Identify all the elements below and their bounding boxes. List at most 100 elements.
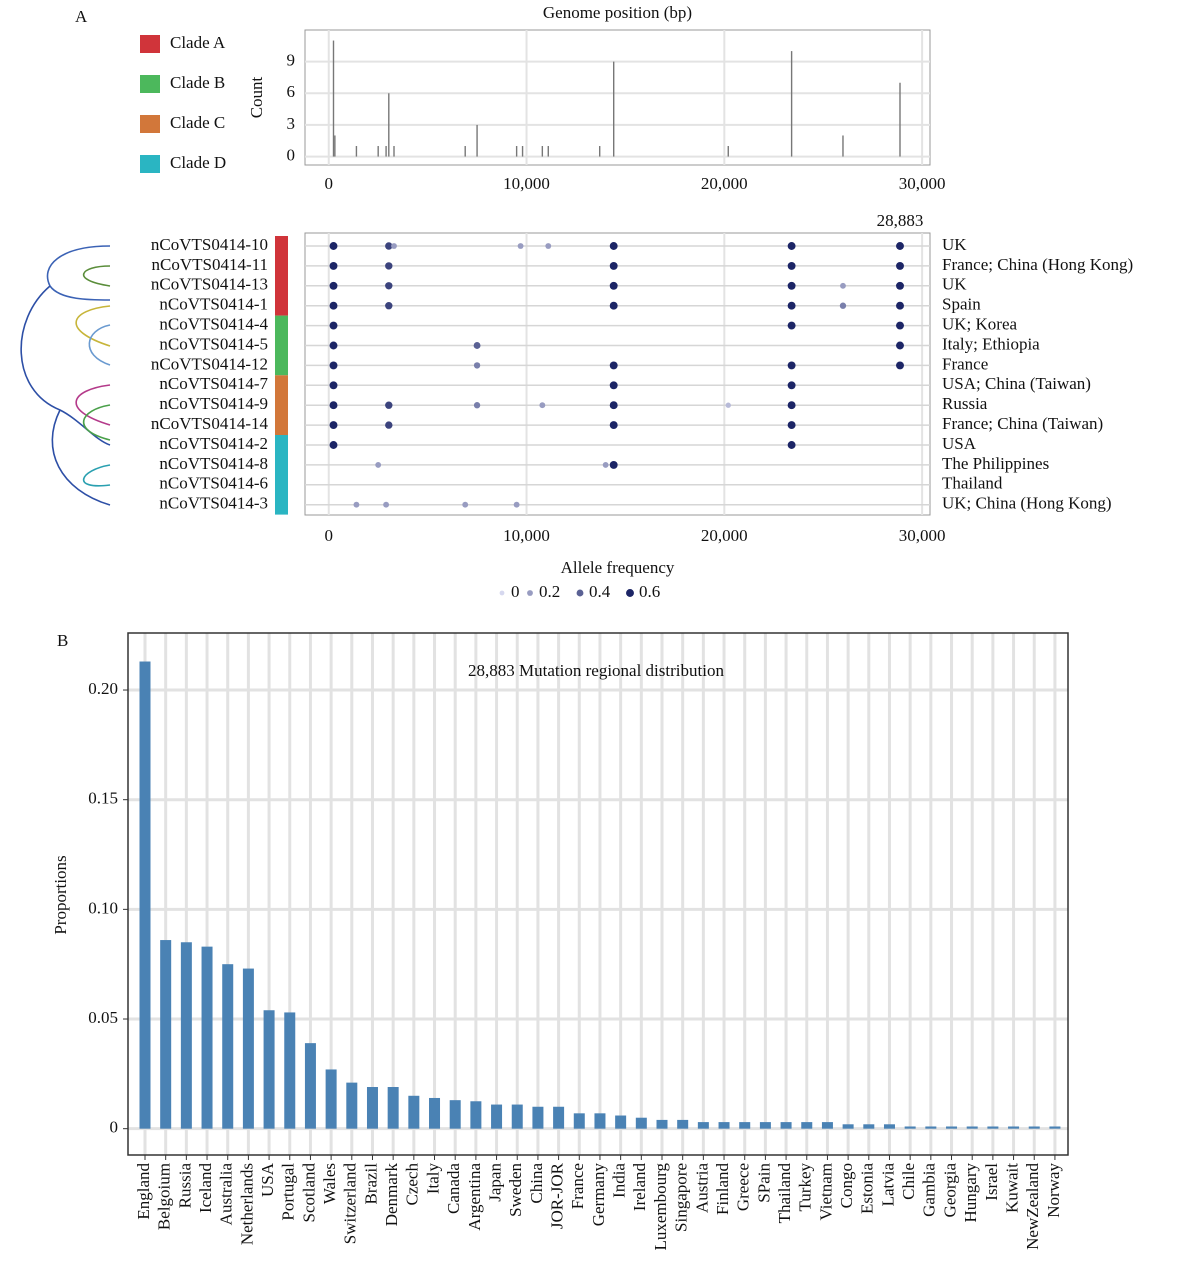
y-tick-label: 0 bbox=[110, 1118, 119, 1137]
chart-title: 28,883 Mutation regional distribution bbox=[468, 661, 724, 680]
allele-dot bbox=[840, 282, 846, 289]
bar bbox=[946, 1126, 958, 1129]
sample-label: nCoVTS0414-8 bbox=[159, 454, 268, 473]
allele-dot bbox=[896, 281, 904, 290]
legend-dot bbox=[499, 590, 505, 596]
x-tick-label: Finland bbox=[713, 1163, 732, 1215]
x-tick-label: Thailand bbox=[775, 1163, 794, 1224]
bar bbox=[160, 940, 172, 1129]
bar bbox=[470, 1101, 482, 1129]
x-tick-label: Vietnam bbox=[816, 1163, 835, 1221]
x-tick-label: Denmark bbox=[382, 1163, 401, 1227]
x-tick-label: JOR-JOR bbox=[548, 1162, 567, 1229]
x-tick-label: SPain bbox=[754, 1163, 773, 1203]
x-tick-label: Italy bbox=[423, 1163, 442, 1195]
y-tick-label: 0.10 bbox=[88, 898, 118, 917]
x-tick-label: Ireland bbox=[630, 1163, 649, 1212]
x-tick-label: 0 bbox=[324, 526, 333, 545]
x-tick-label: Latvia bbox=[878, 1163, 897, 1207]
bar bbox=[449, 1100, 461, 1129]
legend-value: 0.2 bbox=[539, 582, 560, 601]
bar bbox=[842, 1124, 854, 1129]
sample-label: nCoVTS0414-11 bbox=[152, 255, 269, 274]
x-tick-label: Norway bbox=[1044, 1163, 1063, 1218]
allele-dot bbox=[609, 301, 618, 310]
bar bbox=[263, 1010, 275, 1129]
bar bbox=[863, 1124, 875, 1129]
sample-label: nCoVTS0414-7 bbox=[159, 374, 268, 393]
tree-branch bbox=[75, 384, 111, 426]
allele-dot bbox=[787, 321, 796, 330]
x-tick-label: 20,000 bbox=[701, 526, 748, 545]
allele-dot bbox=[329, 321, 338, 330]
bar bbox=[491, 1104, 503, 1129]
bar bbox=[697, 1122, 709, 1129]
x-tick-label: Netherlands bbox=[237, 1163, 256, 1245]
x-tick-label: Sweden bbox=[506, 1163, 525, 1217]
bar bbox=[925, 1126, 937, 1129]
x-tick-label: France bbox=[568, 1163, 587, 1209]
x-tick-label: NewZealand bbox=[1023, 1163, 1042, 1250]
allele-dot bbox=[839, 302, 847, 309]
allele-dot bbox=[329, 381, 338, 390]
y-axis-label: Proportions bbox=[51, 855, 70, 934]
x-tick-label: Belgoium bbox=[155, 1163, 174, 1230]
x-tick-label: Turkey bbox=[796, 1163, 815, 1212]
sample-label: nCoVTS0414-4 bbox=[159, 315, 268, 334]
bar bbox=[904, 1126, 916, 1129]
allele-dot bbox=[609, 242, 618, 250]
allele-dot bbox=[609, 381, 618, 390]
y-tick-label: 0.20 bbox=[88, 679, 118, 698]
allele-dot bbox=[609, 281, 618, 290]
bar bbox=[615, 1115, 627, 1129]
allele-dot bbox=[329, 421, 338, 430]
chart-title: Genome position (bp) bbox=[543, 3, 692, 22]
legend-dot bbox=[576, 589, 584, 597]
bar bbox=[201, 946, 213, 1129]
allele-dot bbox=[787, 361, 796, 370]
x-tick-label: Singapore bbox=[672, 1163, 691, 1232]
allele-dot bbox=[896, 301, 904, 310]
allele-dot bbox=[539, 402, 546, 409]
x-tick-label: Chile bbox=[899, 1163, 918, 1200]
x-tick-label: Russia bbox=[175, 1163, 194, 1209]
allele-dot bbox=[513, 501, 520, 508]
country-label: France; China (Hong Kong) bbox=[942, 255, 1133, 274]
allele-dot bbox=[896, 341, 904, 350]
bar bbox=[594, 1113, 606, 1129]
tree-branch bbox=[82, 265, 111, 287]
country-label: France bbox=[942, 354, 988, 373]
allele-dot bbox=[385, 282, 393, 290]
country-label: UK bbox=[942, 235, 967, 254]
allele-dot bbox=[787, 421, 796, 430]
bar bbox=[1008, 1126, 1020, 1129]
sample-label: nCoVTS0414-9 bbox=[159, 394, 268, 413]
allele-dot bbox=[609, 261, 618, 270]
bar bbox=[801, 1122, 813, 1129]
legend-label: Clade C bbox=[170, 113, 225, 132]
x-tick-label: 10,000 bbox=[503, 174, 550, 193]
x-tick-label: Canada bbox=[444, 1163, 463, 1214]
country-label: UK bbox=[942, 275, 967, 294]
legend-label: Clade D bbox=[170, 153, 226, 172]
legend-dot bbox=[527, 590, 533, 596]
allele-dot bbox=[329, 361, 338, 370]
country-label: USA bbox=[942, 434, 977, 453]
bar bbox=[304, 1043, 316, 1129]
x-tick-label: India bbox=[610, 1163, 629, 1198]
legend-swatch bbox=[140, 115, 160, 133]
x-tick-label: 0 bbox=[324, 174, 333, 193]
y-tick-label: 0 bbox=[287, 145, 296, 164]
x-tick-label: 30,000 bbox=[899, 174, 946, 193]
clade-bar bbox=[275, 375, 288, 435]
bar bbox=[677, 1119, 689, 1129]
legend-value: 0.6 bbox=[639, 582, 660, 601]
bar bbox=[180, 942, 192, 1129]
sample-label: nCoVTS0414-1 bbox=[159, 295, 268, 314]
x-tick-label: Argentina bbox=[465, 1163, 484, 1231]
allele-dot bbox=[787, 401, 796, 410]
x-tick-label: Japan bbox=[485, 1163, 504, 1202]
y-tick-label: 6 bbox=[287, 82, 296, 101]
tree-branch bbox=[82, 404, 111, 441]
panel-label: B bbox=[57, 631, 68, 650]
